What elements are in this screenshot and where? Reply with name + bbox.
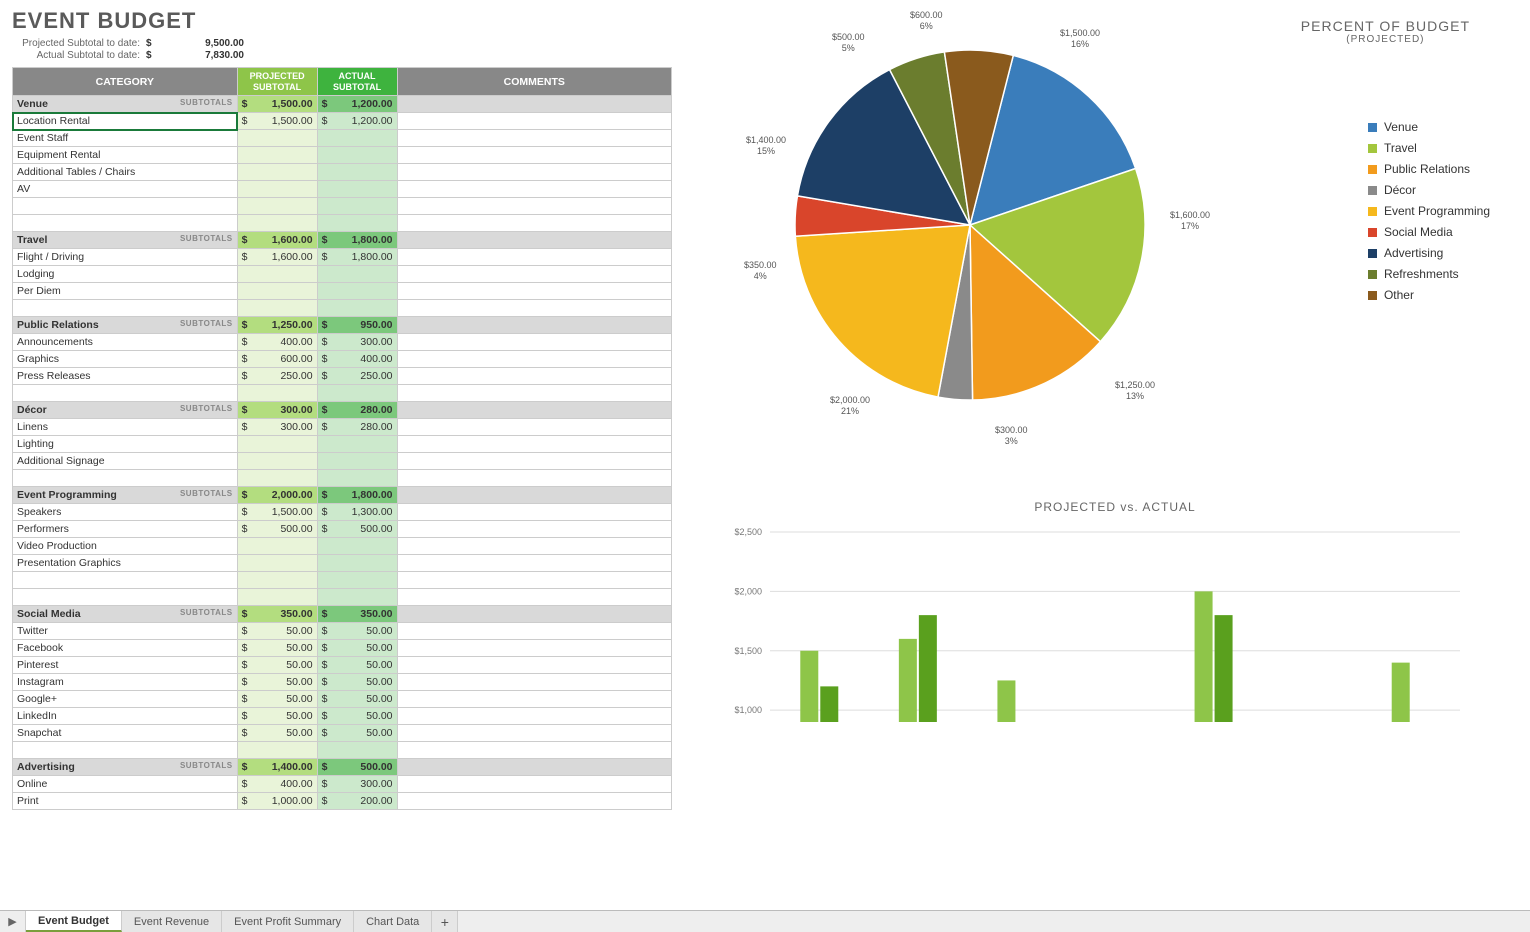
table-row[interactable]: Linens$300.00$280.00 — [13, 419, 672, 436]
svg-text:$2,000: $2,000 — [734, 586, 762, 596]
summary-block: Projected Subtotal to date: $ 9,500.00 A… — [16, 38, 690, 61]
table-row[interactable]: Instagram$50.00$50.00 — [13, 674, 672, 691]
bar-projected — [800, 651, 818, 722]
sheet-tab[interactable]: Event Budget — [26, 911, 122, 932]
table-row[interactable] — [13, 742, 672, 759]
sheet-tabs: ▶ Event BudgetEvent RevenueEvent Profit … — [0, 910, 1530, 932]
table-row[interactable]: Per Diem — [13, 283, 672, 300]
table-row[interactable]: Event Staff — [13, 130, 672, 147]
tab-nav-icon[interactable]: ▶ — [0, 911, 26, 932]
section-header[interactable]: AdvertisingSUBTOTALS $1,400.00 $500.00 — [13, 759, 672, 776]
legend-item: Advertising — [1368, 246, 1490, 260]
table-row[interactable]: Google+$50.00$50.00 — [13, 691, 672, 708]
legend-item: Other — [1368, 288, 1490, 302]
section-header[interactable]: Public RelationsSUBTOTALS $1,250.00 $950… — [13, 317, 672, 334]
pie-slice-label: $350.004% — [744, 260, 777, 282]
table-row[interactable]: Graphics$600.00$400.00 — [13, 351, 672, 368]
header-comments[interactable]: COMMENTS — [397, 68, 671, 96]
svg-text:$1,500: $1,500 — [734, 646, 762, 656]
legend-item: Travel — [1368, 141, 1490, 155]
table-row[interactable]: Location Rental$1,500.00$1,200.00 — [13, 113, 672, 130]
header-projected[interactable]: PROJECTED SUBTOTAL — [237, 68, 317, 96]
sheet-tab[interactable]: Event Revenue — [122, 911, 222, 932]
pie-slice-label: $1,500.0016% — [1060, 28, 1100, 50]
legend-item: Social Media — [1368, 225, 1490, 239]
table-row[interactable] — [13, 385, 672, 402]
table-row[interactable] — [13, 198, 672, 215]
page-title: EVENT BUDGET — [12, 8, 690, 34]
sheet-tab[interactable]: Event Profit Summary — [222, 911, 354, 932]
bar-actual — [919, 615, 937, 722]
header-category[interactable]: CATEGORY — [13, 68, 238, 96]
pie-slice-label: $600.006% — [910, 10, 943, 32]
section-header[interactable]: Event ProgrammingSUBTOTALS $2,000.00 $1,… — [13, 487, 672, 504]
right-panel: PERCENT OF BUDGET (PROJECTED) $1,500.001… — [690, 0, 1530, 910]
table-row[interactable]: Announcements$400.00$300.00 — [13, 334, 672, 351]
table-row[interactable] — [13, 589, 672, 606]
left-panel: EVENT BUDGET Projected Subtotal to date:… — [0, 0, 690, 910]
table-row[interactable]: Additional Tables / Chairs — [13, 164, 672, 181]
table-row[interactable]: Lighting — [13, 436, 672, 453]
table-row[interactable]: Speakers$1,500.00$1,300.00 — [13, 504, 672, 521]
table-row[interactable]: Lodging — [13, 266, 672, 283]
header-actual[interactable]: ACTUAL SUBTOTAL — [317, 68, 397, 96]
pie-legend: Venue Travel Public Relations Décor Event Pr… — [1368, 120, 1490, 309]
table-row[interactable] — [13, 300, 672, 317]
table-row[interactable]: Twitter$50.00$50.00 — [13, 623, 672, 640]
table-row[interactable]: Flight / Driving$1,600.00$1,800.00 — [13, 249, 672, 266]
table-row[interactable]: Equipment Rental — [13, 147, 672, 164]
add-tab-button[interactable]: + — [432, 911, 458, 932]
legend-item: Event Programming — [1368, 204, 1490, 218]
section-header[interactable]: TravelSUBTOTALS $1,600.00 $1,800.00 — [13, 232, 672, 249]
bar-projected — [1195, 591, 1213, 722]
pie-slice-label: $2,000.0021% — [830, 395, 870, 417]
pie-slice-label: $1,250.0013% — [1115, 380, 1155, 402]
bar-title: PROJECTED vs. ACTUAL — [720, 500, 1510, 514]
budget-table[interactable]: CATEGORY PROJECTED SUBTOTAL ACTUAL SUBTO… — [12, 67, 672, 810]
table-row[interactable]: Facebook$50.00$50.00 — [13, 640, 672, 657]
pie-title: PERCENT OF BUDGET (PROJECTED) — [1301, 18, 1470, 45]
table-row[interactable] — [13, 470, 672, 487]
table-row[interactable]: LinkedIn$50.00$50.00 — [13, 708, 672, 725]
table-row[interactable] — [13, 572, 672, 589]
section-header[interactable]: VenueSUBTOTALS $1,500.00 $1,200.00 — [13, 96, 672, 113]
bar-actual — [1215, 615, 1233, 722]
section-header[interactable]: Social MediaSUBTOTALS $350.00 $350.00 — [13, 606, 672, 623]
legend-item: Décor — [1368, 183, 1490, 197]
table-row[interactable]: Additional Signage — [13, 453, 672, 470]
pie-chart-area: PERCENT OF BUDGET (PROJECTED) $1,500.001… — [720, 10, 1510, 490]
legend-item: Venue — [1368, 120, 1490, 134]
table-row[interactable]: Snapchat$50.00$50.00 — [13, 725, 672, 742]
pie-slice-label: $500.005% — [832, 32, 865, 54]
table-row[interactable]: Performers$500.00$500.00 — [13, 521, 672, 538]
pie-slice-label: $1,600.0017% — [1170, 210, 1210, 232]
table-row[interactable]: Print$1,000.00$200.00 — [13, 793, 672, 810]
table-row[interactable]: Video Production — [13, 538, 672, 555]
pie-chart — [720, 10, 1240, 460]
table-row[interactable]: Press Releases$250.00$250.00 — [13, 368, 672, 385]
actual-label: Actual Subtotal to date: — [16, 50, 146, 61]
section-header[interactable]: DécorSUBTOTALS $300.00 $280.00 — [13, 402, 672, 419]
bar-projected — [899, 639, 917, 722]
table-row[interactable] — [13, 215, 672, 232]
pie-slice-label: $1,400.0015% — [746, 135, 786, 157]
svg-text:$2,500: $2,500 — [734, 527, 762, 537]
sheet-tab[interactable]: Chart Data — [354, 911, 432, 932]
svg-text:$1,000: $1,000 — [734, 705, 762, 715]
table-row[interactable]: Online$400.00$300.00 — [13, 776, 672, 793]
bar-projected — [1392, 663, 1410, 722]
table-row[interactable]: Presentation Graphics — [13, 555, 672, 572]
table-row[interactable]: AV — [13, 181, 672, 198]
actual-value: 7,830.00 — [164, 50, 244, 61]
table-row[interactable]: Pinterest$50.00$50.00 — [13, 657, 672, 674]
bar-actual — [820, 686, 838, 722]
projected-label: Projected Subtotal to date: — [16, 38, 146, 49]
bar-chart-area: PROJECTED vs. ACTUAL $2,500$2,000$1,500$… — [720, 500, 1510, 740]
pie-slice-label: $300.003% — [995, 425, 1028, 447]
bar-chart: $2,500 $2,000 $1,500 $1,000 — [720, 522, 1460, 722]
projected-value: 9,500.00 — [164, 38, 244, 49]
legend-item: Public Relations — [1368, 162, 1490, 176]
bar-projected — [997, 680, 1015, 722]
legend-item: Refreshments — [1368, 267, 1490, 281]
